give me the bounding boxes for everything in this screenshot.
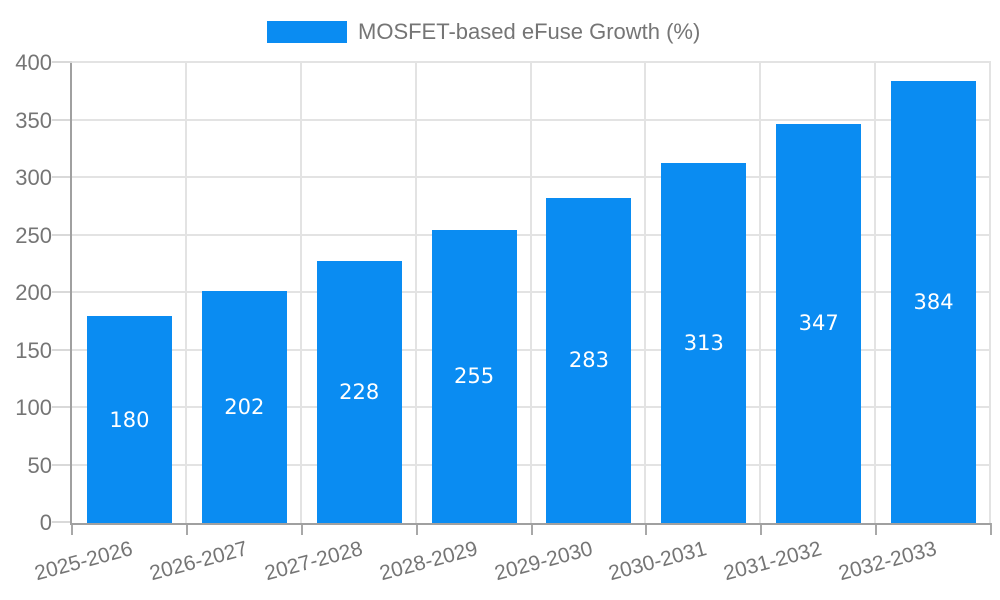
- y-axis-tick-label: 300: [15, 165, 52, 190]
- legend-label: MOSFET-based eFuse Growth (%): [358, 19, 701, 44]
- y-axis-tick-label: 100: [15, 395, 52, 420]
- y-axis-tick: [52, 463, 72, 466]
- x-axis-category-label: 2029-2030: [491, 537, 595, 586]
- x-axis-category-label: 2025-2026: [32, 537, 136, 586]
- y-axis-tick: [52, 233, 72, 236]
- x-axis-category-label: 2028-2029: [376, 537, 480, 586]
- chart-legend[interactable]: MOSFET-based eFuse Growth (%): [267, 19, 701, 44]
- y-axis-tick-label: 350: [15, 107, 52, 133]
- x-axis-category-label: 2030-2031: [606, 537, 710, 586]
- x-axis-category-label: 2026-2027: [147, 537, 251, 586]
- y-axis-tick: [52, 61, 72, 63]
- y-axis-tick: [52, 521, 72, 523]
- y-axis-tick: [52, 348, 72, 351]
- y-axis-tick: [52, 176, 72, 178]
- plot-area: [70, 63, 991, 525]
- y-axis-tick-label: 200: [15, 280, 52, 305]
- x-axis-category-label: 2027-2028: [261, 537, 365, 586]
- x-axis-category-label: 2031-2032: [721, 537, 825, 586]
- y-axis-tick: [52, 291, 72, 293]
- y-axis-tick-label: 150: [15, 337, 52, 363]
- y-axis-tick-label: 250: [15, 222, 52, 248]
- legend-color-swatch: [267, 21, 347, 44]
- x-axis-category-label: 2032-2033: [836, 537, 940, 586]
- y-axis-tick-label: 400: [15, 50, 52, 75]
- y-axis-tick: [52, 118, 72, 121]
- y-axis-tick: [52, 406, 72, 408]
- y-axis-tick-label: 0: [39, 510, 52, 535]
- y-axis-tick-label: 50: [27, 452, 52, 478]
